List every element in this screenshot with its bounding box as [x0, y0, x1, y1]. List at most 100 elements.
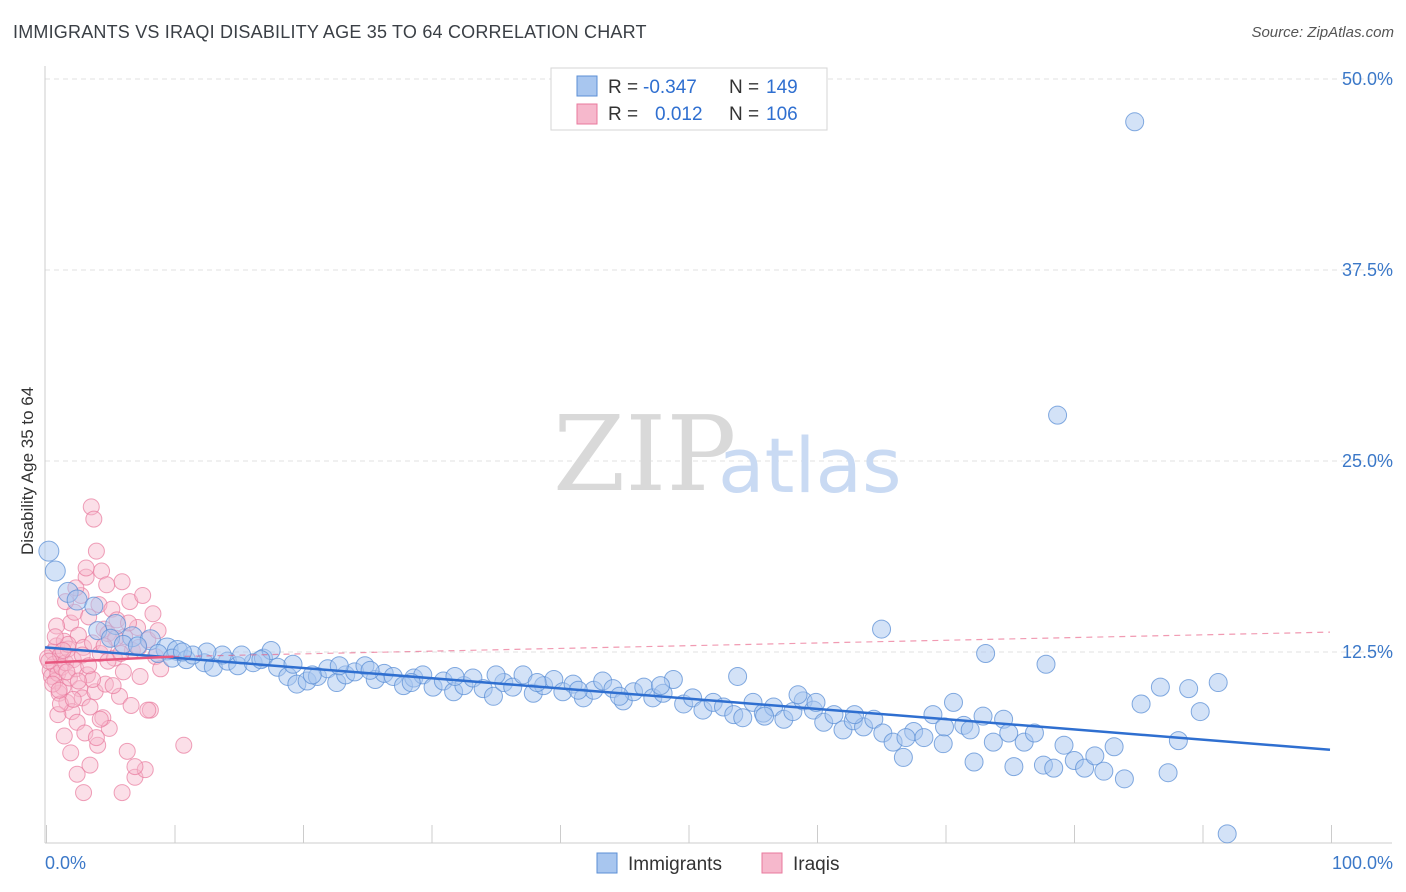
immigrants-point — [755, 706, 775, 726]
immigrants-point — [503, 677, 523, 697]
immigrants-point — [360, 660, 380, 680]
immigrants-point — [84, 596, 104, 616]
immigrants-point — [788, 685, 808, 705]
legend-r-value-2: 0.012 — [655, 104, 703, 125]
iraqis-point — [51, 695, 69, 713]
immigrants-point — [964, 752, 984, 772]
legend-r-value-1: -0.347 — [643, 77, 697, 98]
iraqis-point — [114, 663, 132, 681]
iraqis-point — [85, 510, 103, 528]
iraqis-point — [113, 784, 131, 802]
immigrants-point — [283, 654, 303, 674]
immigrants-point — [872, 619, 892, 639]
iraqis-point — [77, 559, 95, 577]
immigrants-point — [733, 708, 753, 728]
iraqis-point — [136, 761, 154, 779]
immigrants-point — [483, 686, 503, 706]
iraqis-trend-extension — [173, 631, 1331, 658]
watermark-atlas: atlas — [718, 421, 902, 510]
iraqis-point — [75, 784, 93, 802]
bottom-legend: Immigrants Iraqis — [596, 852, 839, 875]
bottom-legend-immigrants: Immigrants — [628, 854, 722, 875]
y-tick-label: 12.5% — [1342, 642, 1393, 662]
iraqis-point — [139, 701, 157, 719]
legend-r-label-2: R = — [608, 104, 638, 125]
iraqis-point — [126, 758, 144, 776]
iraqis-point — [122, 696, 140, 714]
immigrants-point — [1190, 702, 1210, 722]
immigrants-point — [651, 676, 671, 696]
watermark: ZIP atlas — [553, 393, 902, 515]
immigrants-point — [806, 692, 826, 712]
source-label: Source: ZipAtlas.com — [1251, 24, 1394, 41]
iraqis-point — [87, 542, 105, 560]
immigrants-point — [1054, 735, 1074, 755]
immigrants-point — [1094, 761, 1114, 781]
immigrants-point — [1036, 654, 1056, 674]
iraqis-point — [46, 628, 64, 646]
y-axis-label: Disability Age 35 to 64 — [18, 387, 37, 555]
immigrants-point — [1208, 673, 1228, 693]
iraqis-point — [98, 576, 116, 594]
immigrants-point — [1150, 677, 1170, 697]
immigrants-point — [1004, 757, 1024, 777]
bottom-legend-swatch-iraqis — [761, 852, 783, 874]
iraqis-point — [134, 586, 152, 604]
iraqis-point — [62, 744, 80, 762]
grid-lines — [45, 78, 1392, 653]
iraqis-point — [100, 719, 118, 737]
immigrants-point — [999, 723, 1019, 743]
y-tick-label: 25.0% — [1342, 451, 1393, 471]
bottom-legend-swatch-immigrants — [596, 852, 618, 874]
iraqis-point — [81, 756, 99, 774]
y-tick-labels: 12.5% 25.0% 37.5% 50.0% — [1342, 69, 1393, 662]
immigrants-points — [38, 112, 1237, 844]
trend-lines — [44, 631, 1331, 752]
immigrants-point — [728, 666, 748, 686]
immigrants-point — [1168, 731, 1188, 751]
watermark-zip: ZIP — [553, 393, 736, 515]
immigrants-point — [66, 589, 88, 611]
immigrants-point — [445, 666, 465, 686]
immigrants-point — [1048, 405, 1068, 425]
immigrants-point — [914, 728, 934, 748]
immigrants-point — [302, 665, 322, 685]
legend-n-value-1: 149 — [766, 77, 798, 98]
legend: R = -0.347 N = 149 R = 0.012 N = 106 — [550, 67, 828, 131]
iraqis-point — [44, 675, 62, 693]
immigrants-point — [128, 636, 148, 656]
iraqis-point — [118, 742, 136, 760]
immigrants-point — [1217, 824, 1237, 844]
immigrants-point — [44, 560, 66, 582]
immigrants-point — [976, 644, 996, 664]
immigrants-point — [486, 665, 506, 685]
immigrants-point — [1131, 694, 1151, 714]
iraqis-point — [81, 698, 99, 716]
immigrants-point — [960, 720, 980, 740]
immigrants-point — [1075, 758, 1095, 778]
y-tick-label: 50.0% — [1342, 69, 1393, 89]
immigrants-trend-line — [44, 646, 1331, 752]
iraqis-point — [50, 681, 68, 699]
iraqis-point — [62, 614, 80, 632]
legend-n-value-2: 106 — [766, 104, 798, 125]
axes — [44, 66, 1392, 844]
iraqis-point — [77, 568, 95, 586]
chart-title: IMMIGRANTS VS IRAQI DISABILITY AGE 35 TO… — [13, 22, 647, 42]
immigrants-point — [983, 732, 1003, 752]
immigrants-point — [893, 747, 913, 767]
immigrants-point — [1024, 723, 1044, 743]
iraqis-point — [78, 666, 96, 684]
immigrants-point — [896, 728, 916, 748]
iraqis-trend-line — [44, 655, 174, 664]
immigrants-point — [38, 540, 60, 562]
legend-swatch-iraqis — [576, 103, 598, 125]
iraqis-point — [64, 690, 82, 708]
iraqis-point — [104, 677, 122, 695]
iraqis-point — [58, 663, 76, 681]
immigrants-point — [933, 734, 953, 754]
immigrants-point — [943, 692, 963, 712]
x-tick-label: 0.0% — [45, 853, 86, 873]
immigrants-point — [1104, 737, 1124, 757]
